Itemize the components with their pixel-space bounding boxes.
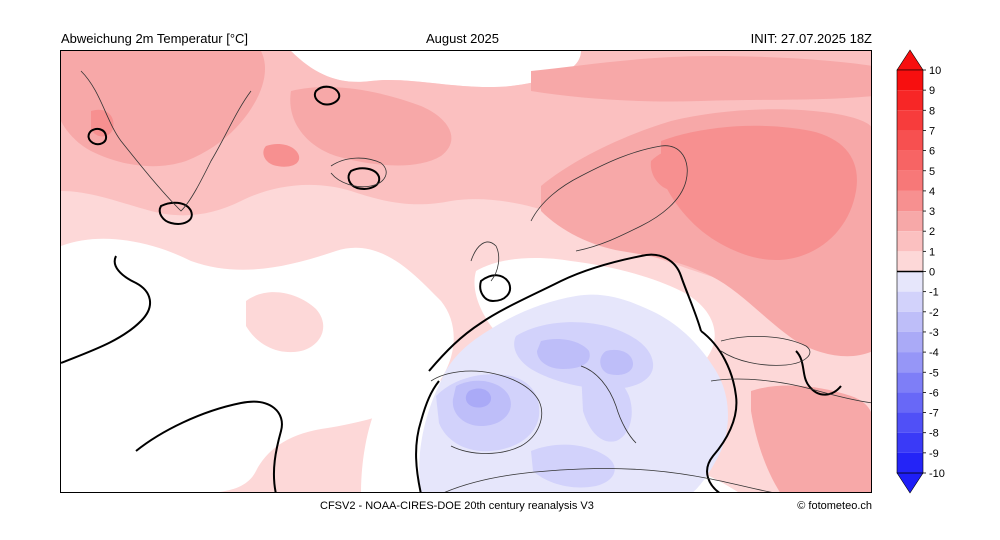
coast-africa: [444, 468, 772, 492]
colorbar-label: -5: [929, 367, 939, 379]
cool-core-alps: [537, 339, 590, 369]
colorbar-segment: [897, 271, 923, 292]
warm-patch-atlantic: [246, 292, 324, 353]
colorbar-label: -1: [929, 287, 939, 299]
colorbar-label: 1: [929, 246, 935, 258]
colorbar-label: -2: [929, 307, 939, 319]
zero-contour-greenland: [158, 201, 193, 225]
zero-contour-iceland: [347, 167, 381, 190]
colorbar-segment: [897, 130, 923, 151]
zero-contour-labrador: [87, 127, 108, 146]
colorbar-label: 10: [929, 65, 941, 77]
colorbar-label: 7: [929, 125, 935, 137]
colorbar-label: 0: [929, 267, 935, 279]
colorbar-tip-top: [896, 49, 924, 71]
colorbar-segment: [897, 331, 923, 353]
colorbar-segment: [897, 190, 923, 212]
coastlines: [80, 70, 871, 492]
zero-contour-west: [61, 255, 151, 364]
zero-contour-britain: [479, 274, 511, 303]
colorbar-label: 2: [929, 226, 935, 238]
colorbar-segment: [897, 90, 923, 111]
zero-contour-europe-east: [700, 330, 738, 492]
colorbar-label: -3: [929, 327, 939, 339]
colorbar-segment: [897, 150, 923, 171]
colorbar-segment: [897, 412, 923, 433]
zero-contour-iberia: [415, 380, 440, 492]
colorbar-label: 3: [929, 206, 935, 218]
colorbar-label: -6: [929, 387, 939, 399]
zero-contours: [61, 85, 842, 492]
colorbar-label: 6: [929, 146, 935, 158]
colorbar-label: -8: [929, 428, 939, 440]
neutral-area-atlantic: [61, 238, 454, 492]
colorbar-tip-bottom: [896, 472, 924, 494]
colorbar-label: -4: [929, 347, 939, 359]
coast-greenland: [80, 70, 252, 212]
cool-core-iberia-center: [465, 388, 492, 408]
colorbar-segment: [897, 311, 923, 332]
colorbar-segment: [897, 70, 923, 91]
credit: © fotometeo.ch: [797, 500, 872, 512]
warm-patch-turkey: [751, 385, 871, 492]
warm-band-northern-strip: [531, 56, 871, 102]
colorbar-segment: [897, 372, 923, 393]
colorbar-segment: [897, 231, 923, 252]
anomaly-map: [60, 50, 872, 493]
colorbar-segment: [897, 211, 923, 232]
colorbar-label: -9: [929, 448, 939, 460]
cool-area-balkans: [654, 349, 717, 434]
colorbar-segment: [897, 110, 923, 131]
colorbar-label: -10: [929, 468, 945, 480]
warm-band-greenland: [61, 51, 266, 167]
colorbar-segment: [897, 352, 923, 373]
coast-iceland: [330, 157, 387, 188]
colorbar-label: 5: [929, 166, 935, 178]
neutral-area-north: [291, 51, 581, 88]
colorbar-segment: [897, 392, 923, 413]
coast-black-sea: [720, 336, 811, 366]
coast-scandinavia: [530, 145, 688, 252]
colorbar-label: -7: [929, 408, 939, 420]
warm-patch-denmark-strait: [263, 144, 300, 167]
colorbar-segment: [897, 170, 923, 191]
colorbar-segment: [897, 251, 923, 272]
colorbar-label: 4: [929, 186, 935, 198]
coast-iberia: [430, 370, 543, 454]
colorbar-label: 9: [929, 85, 935, 97]
forecast-month: August 2025: [426, 31, 500, 46]
zero-contour-europe-north: [428, 253, 702, 372]
data-source: CFSV2 - NOAA-CIRES-DOE 20th century rean…: [320, 500, 594, 512]
zero-contour-arctic: [313, 85, 341, 106]
warm-band-iceland-sea: [290, 86, 452, 166]
colorbar-label: 8: [929, 105, 935, 117]
zero-contour-southwest: [135, 400, 283, 492]
coast-britain: [470, 241, 500, 282]
colorbar-segment: [897, 432, 923, 453]
map-title: Abweichung 2m Temperatur [°C]: [61, 31, 249, 46]
init-time: INIT: 27.07.2025 18Z: [750, 31, 872, 46]
coast-italy: [580, 365, 637, 444]
colorbar-segment: [897, 452, 923, 473]
cool-area-italy: [581, 369, 632, 442]
colorbar-segment: [897, 291, 923, 312]
warm-core-russia: [661, 125, 857, 261]
coast-turkey: [710, 378, 871, 404]
cool-core-po-valley: [600, 349, 633, 375]
cool-area-central-med: [531, 444, 615, 488]
